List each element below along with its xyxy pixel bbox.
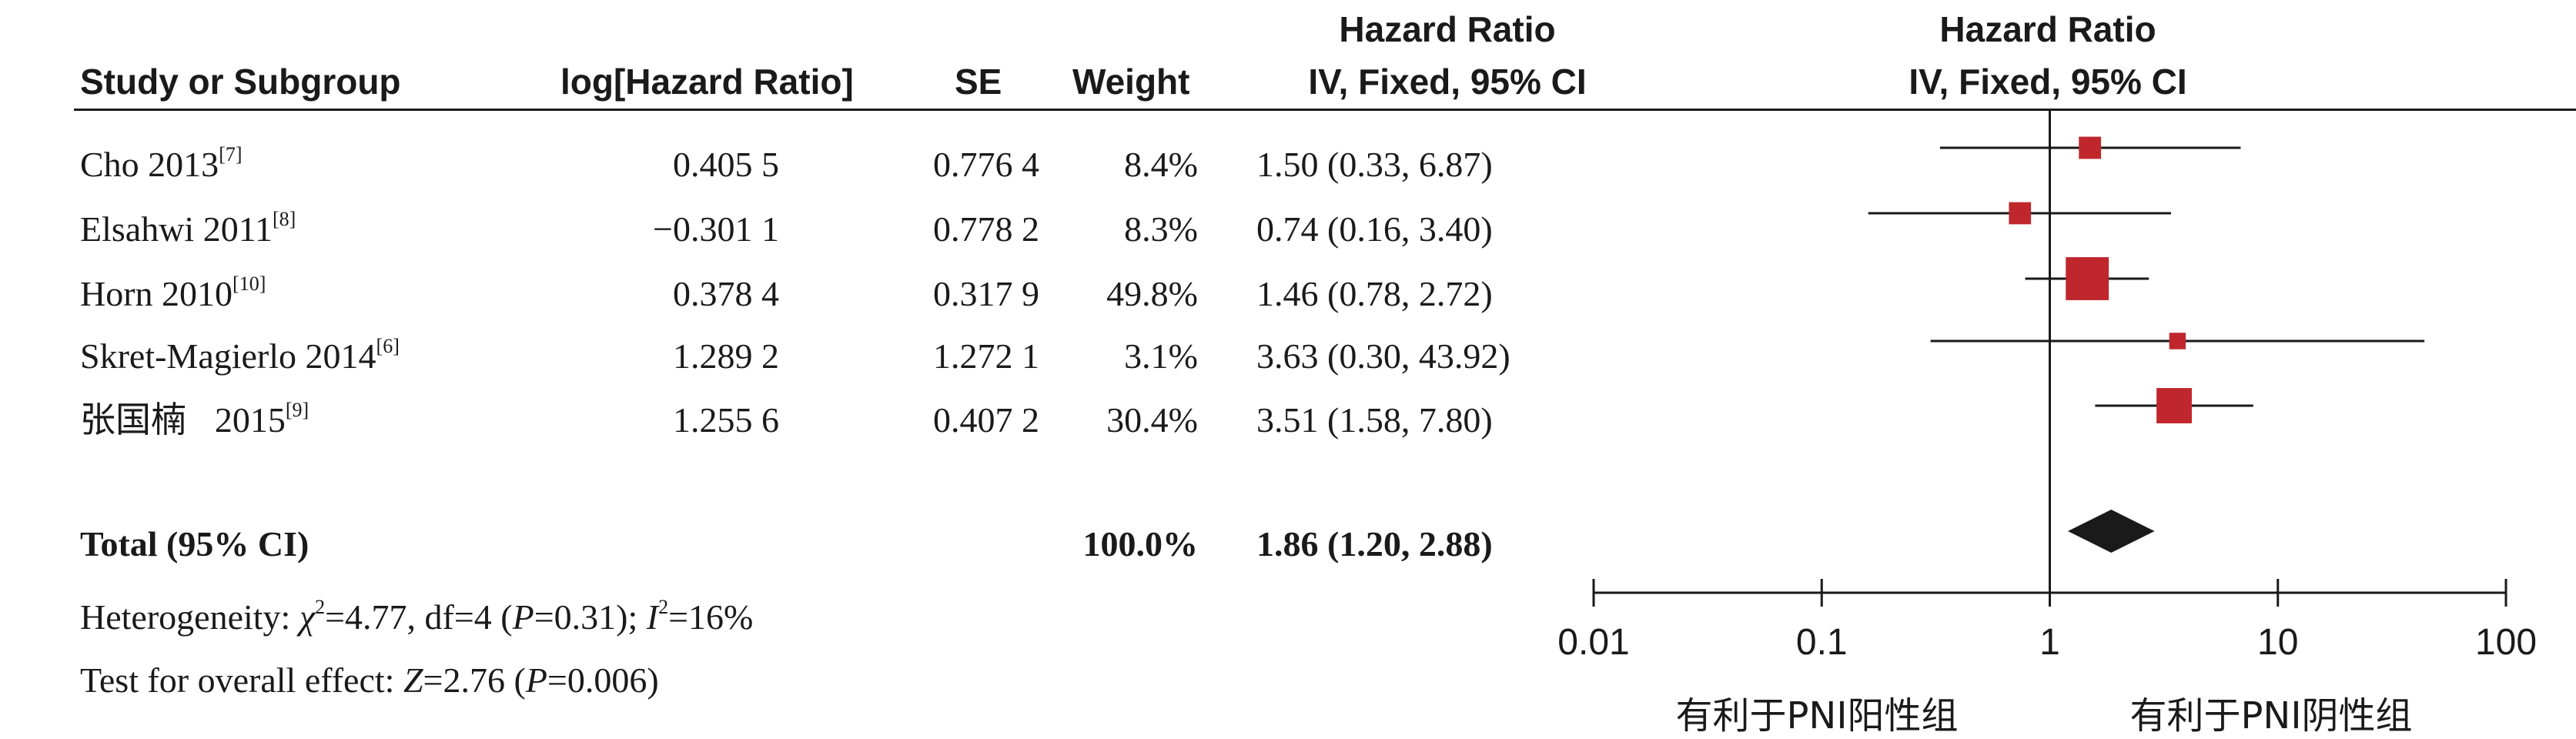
header-se: SE (955, 62, 1002, 102)
effect-square (2079, 136, 2102, 159)
study-reference: [10] (233, 273, 266, 295)
x-tick-label: 100 (2475, 622, 2537, 663)
study-se: 0.317 9 (933, 274, 1039, 313)
header-hr-line2: IV, Fixed, 95% CI (1308, 62, 1587, 102)
overall-effect-text: Test for overall effect: Z=2.76 (P=0.006… (80, 660, 659, 700)
effect-square (2156, 388, 2192, 423)
study-se: 0.776 4 (933, 145, 1039, 184)
x-tick-label: 10 (2257, 622, 2298, 663)
study-reference: [8] (273, 208, 296, 230)
study-se: 1.272 1 (933, 336, 1039, 376)
study-weight: 30.4% (1106, 400, 1198, 440)
study-reference: [7] (219, 143, 243, 166)
study-weight: 8.4% (1124, 145, 1198, 184)
study-ci: 1.50 (0.33, 6.87) (1256, 145, 1493, 184)
x-tick-label: 0.1 (1796, 622, 1848, 663)
study-loghr: 1.255 6 (673, 400, 779, 440)
study-loghr: 0.405 5 (673, 145, 779, 184)
heterogeneity-text: Heterogeneity: χ2=4.77, df=4 (P=0.31); I… (80, 596, 754, 637)
study-name: Cho 2013[7] (80, 143, 243, 185)
x-tick-label: 0.01 (1557, 622, 1629, 663)
study-weight: 3.1% (1124, 336, 1198, 376)
study-name: Elsahwi 2011[8] (80, 208, 296, 249)
study-weight: 49.8% (1106, 274, 1198, 313)
header-plot-line2: IV, Fixed, 95% CI (1909, 62, 2187, 102)
study-weight: 8.3% (1124, 209, 1198, 249)
total-label: Total (95% CI) (80, 524, 309, 563)
study-name: Skret-Magierlo 2014[6] (80, 335, 400, 376)
favours-right-label: 有利于PNI阴性组 (2129, 694, 2413, 737)
study-name: 张国楠 2015[9] (80, 399, 309, 440)
effect-square (2009, 202, 2032, 225)
study-se: 0.407 2 (933, 400, 1039, 440)
x-tick-label: 1 (2039, 622, 2060, 663)
study-reference: [9] (285, 399, 309, 421)
study-reference: [6] (376, 335, 400, 357)
total-weight: 100.0% (1082, 524, 1199, 563)
effect-square (2066, 257, 2109, 300)
pooled-diamond (2067, 510, 2155, 553)
header-study: Study or Subgroup (80, 62, 401, 102)
study-loghr: 1.289 2 (673, 336, 779, 376)
total-ci: 1.86 (1.20, 2.88) (1256, 524, 1493, 563)
header-weight: Weight (1072, 62, 1190, 102)
effect-square (2169, 333, 2186, 349)
header-hr-line1: Hazard Ratio (1339, 9, 1556, 49)
study-loghr: 0.378 4 (673, 274, 779, 313)
study-se: 0.778 2 (933, 209, 1039, 249)
study-ci: 0.74 (0.16, 3.40) (1256, 209, 1493, 249)
study-loghr: −0.301 1 (653, 209, 779, 249)
favours-left-label: 有利于PNI阳性组 (1675, 694, 1959, 737)
header-loghr: log[Hazard Ratio] (560, 62, 854, 102)
header-plot-line1: Hazard Ratio (1939, 9, 2156, 49)
study-name: Horn 2010[10] (80, 273, 266, 314)
header-rule (74, 109, 2576, 111)
study-ci: 1.46 (0.78, 2.72) (1256, 274, 1493, 313)
study-ci: 3.63 (0.30, 43.92) (1256, 336, 1510, 376)
study-ci: 3.51 (1.58, 7.80) (1256, 400, 1493, 440)
